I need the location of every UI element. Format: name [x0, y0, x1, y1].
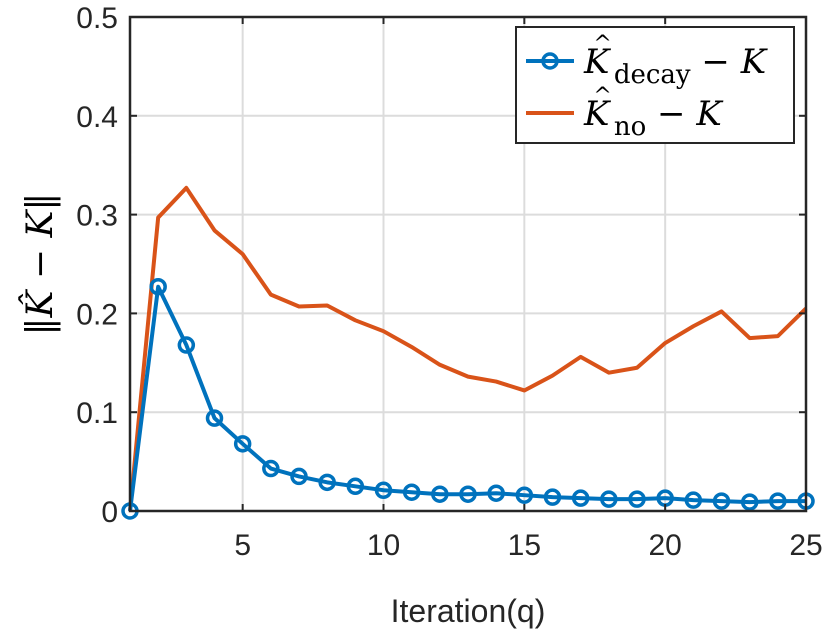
data-point [318, 473, 336, 492]
data-point [515, 486, 534, 504]
data-point [431, 485, 449, 503]
axes-box [128, 15, 808, 513]
legend-box [515, 26, 795, 144]
data-point [205, 409, 224, 427]
data-point [233, 435, 252, 453]
data-point [684, 491, 703, 509]
y-tick-label: 0.3 [76, 200, 118, 233]
y-label-norm-open: ‖ [20, 317, 61, 335]
x-tick-label: 25 [789, 529, 822, 562]
tick-labels: 5 10 15 20 25 0 0.1 0.2 0.3 0.4 0.5 [76, 2, 822, 562]
y-label-khat: K̂ [18, 288, 61, 318]
legend-marker-swatch [541, 52, 559, 70]
legend-label: K^decay − K [583, 32, 769, 90]
data-point [262, 459, 280, 478]
y-tick-label: 0.2 [76, 298, 118, 331]
data-point [177, 336, 196, 354]
data-point [571, 489, 590, 507]
legend: K^decay − KK^no − K [515, 26, 795, 144]
data-point [769, 492, 787, 510]
x-tick-label: 10 [367, 529, 400, 562]
series-decay [121, 277, 815, 520]
x-tick-label: 5 [234, 529, 251, 562]
data-point [402, 483, 421, 501]
y-tick-label: 0 [101, 496, 118, 529]
legend-label: K^no − K [583, 84, 724, 142]
y-label-minus: − [20, 237, 61, 290]
data-point [290, 467, 308, 486]
axes [128, 15, 808, 513]
series-line [128, 284, 806, 512]
data-point [600, 490, 618, 508]
data-point [628, 490, 646, 508]
svg-text:‖K̂ − K‖: ‖K̂ − K‖ [18, 193, 61, 336]
data-point [459, 485, 477, 503]
y-axis-label: ‖K̂ − K‖ [18, 193, 61, 336]
data-point [487, 484, 505, 502]
data-point [543, 488, 562, 506]
data-point [740, 493, 759, 511]
series-no [128, 185, 808, 512]
legend-entry: K^no − K [526, 84, 724, 142]
x-tick-label: 20 [648, 529, 681, 562]
y-label-k: K [20, 208, 61, 238]
x-axis-label: Iteration(q) [391, 593, 546, 629]
data-point [346, 477, 365, 496]
data-point [374, 481, 393, 500]
series-layer [121, 185, 815, 520]
y-tick-label: 0.1 [76, 397, 118, 430]
x-tick-label: 15 [508, 529, 541, 562]
data-point [149, 277, 167, 296]
y-tick-label: 0.4 [76, 101, 118, 134]
y-tick-label: 0.5 [76, 2, 118, 35]
y-label-norm-close: ‖ [20, 193, 61, 211]
data-point [712, 492, 731, 510]
series-line [128, 185, 808, 512]
legend-entry: K^decay − K [526, 32, 769, 90]
